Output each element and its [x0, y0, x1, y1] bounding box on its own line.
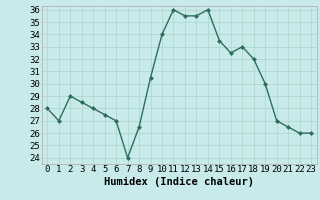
X-axis label: Humidex (Indice chaleur): Humidex (Indice chaleur) [104, 177, 254, 187]
